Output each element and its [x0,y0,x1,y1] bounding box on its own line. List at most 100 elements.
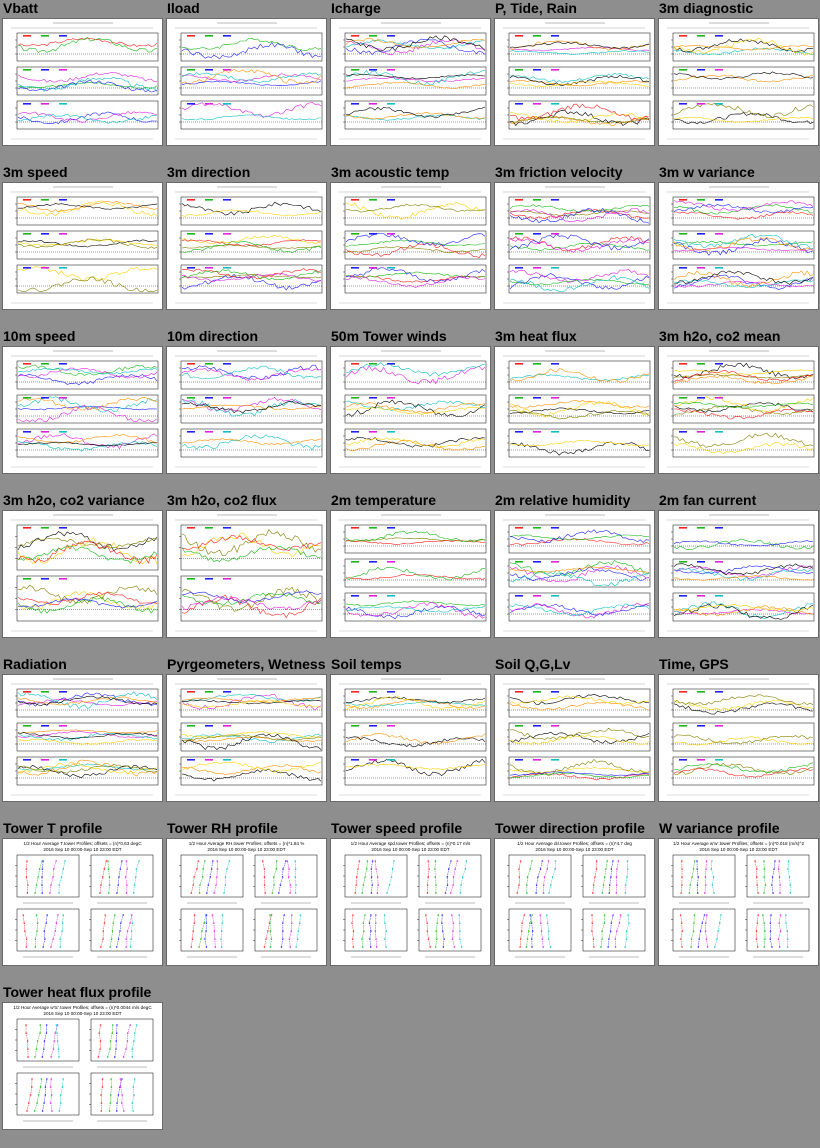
plot-thumbnail-link[interactable] [166,182,327,310]
plot-thumbnail-link[interactable]: 1/2 Hour Average spd.tower Profiles; off… [330,838,491,966]
plot-thumbnail-link[interactable] [2,182,163,310]
plot-thumbnail-link[interactable] [166,510,327,638]
plot-title: Radiation [3,656,67,672]
plot-cell: 10m speed [0,328,164,492]
line-plot-icon [11,22,159,140]
profile-subheader: 2016 Sep 10 00:00-Sep 10 23:00 EDT [535,847,613,852]
plot-cell: Time, GPS [656,656,820,820]
plot-cell: 3m direction [164,164,328,328]
plot-thumbnail-link[interactable]: 1/2 Hour Average T.tower Profiles; offse… [2,838,163,966]
plot-title: 3m direction [167,164,251,180]
plot-thumbnail-link[interactable] [2,674,163,802]
profile-plot-icon: 1/2 Hour Average RH.tower Profiles; offs… [179,841,318,958]
plot-thumbnail-link[interactable]: 1/2 Hour Average w'tc'.tower Profiles; o… [2,1002,163,1130]
plot-title: Tower direction profile [495,820,645,836]
line-plot-icon [667,678,815,796]
plot-cell: Tower RH profile 1/2 Hour Average RH.towe… [164,820,328,984]
line-plot-icon [503,22,651,140]
plot-title: 2m fan current [659,492,757,508]
line-plot-icon [175,186,323,304]
plot-title: 3m diagnostic [659,0,754,16]
plot-title: 3m heat flux [495,328,577,344]
line-plot-icon [503,514,651,632]
profile-subheader: 2016 Sep 10 00:00-Sep 10 23:00 EDT [699,847,777,852]
profile-subheader: 2016 Sep 10 00:00-Sep 10 23:00 EDT [207,847,285,852]
plot-thumbnail-link[interactable] [2,510,163,638]
plot-thumbnail-link[interactable] [494,182,655,310]
plot-cell: Radiation [0,656,164,820]
plot-thumbnail-link[interactable] [658,182,819,310]
profile-header: 1/2 Hour Average dir.tower Profiles; off… [517,841,632,846]
plot-thumbnail-link[interactable] [330,674,491,802]
profile-plot-icon: 1/2 Hour Average w'w'.tower Profiles; of… [671,841,810,958]
plot-thumbnail-link[interactable]: 1/2 Hour Average w'w'.tower Profiles; of… [658,838,819,966]
plot-thumbnail-link[interactable]: 1/2 Hour Average dir.tower Profiles; off… [494,838,655,966]
plot-cell: Soil temps [328,656,492,820]
line-plot-icon [339,678,487,796]
line-plot-icon [339,350,487,468]
plot-title: Tower speed profile [331,820,463,836]
plot-title: 3m speed [3,164,68,180]
plot-title: 50m Tower winds [331,328,447,344]
plot-thumbnail-link[interactable] [166,346,327,474]
plot-cell: 2m temperature [328,492,492,656]
plot-cell: Tower T profile 1/2 Hour Average T.tower … [0,820,164,984]
plot-thumbnail-link[interactable] [330,182,491,310]
plot-title: Icharge [331,0,381,16]
plot-thumbnail-link[interactable] [658,18,819,146]
profile-plot-icon: 1/2 Hour Average dir.tower Profiles; off… [507,841,646,958]
plot-cell: 3m acoustic temp [328,164,492,328]
plot-thumbnail-link[interactable] [658,674,819,802]
line-plot-icon [339,186,487,304]
plot-title: Soil Q,G,Lv [495,656,571,672]
line-plot-icon [667,350,815,468]
line-plot-icon [11,678,159,796]
plot-title: Tower T profile [3,820,103,836]
plot-title: Tower heat flux profile [3,984,152,1000]
plot-cell: 10m direction [164,328,328,492]
line-plot-icon [175,350,323,468]
plot-thumbnail-link[interactable] [330,346,491,474]
plot-thumbnail-link[interactable] [330,510,491,638]
profile-subheader: 2016 Sep 10 00:00-Sep 10 23:00 EDT [43,1011,121,1016]
profile-subheader: 2016 Sep 10 00:00-Sep 10 23:00 EDT [371,847,449,852]
plot-cell: 50m Tower winds [328,328,492,492]
plot-thumbnail-link[interactable] [494,346,655,474]
plot-thumbnail-link[interactable] [494,18,655,146]
plot-thumbnail-link[interactable] [494,674,655,802]
profile-header: 1/2 Hour Average w'tc'.tower Profiles; o… [13,1005,152,1010]
line-plot-icon [11,350,159,468]
plot-thumbnail-link[interactable] [166,18,327,146]
plot-thumbnail-link[interactable] [166,674,327,802]
plot-thumbnail-link[interactable]: 1/2 Hour Average RH.tower Profiles; offs… [166,838,327,966]
plot-thumbnail-link[interactable] [494,510,655,638]
line-plot-icon [11,514,159,632]
plot-thumbnail-link[interactable] [658,510,819,638]
plot-title: 2m temperature [331,492,437,508]
plot-title: 3m acoustic temp [331,164,450,180]
plot-thumbnail-link[interactable] [2,18,163,146]
plot-cell: 2m fan current [656,492,820,656]
plot-cell: Tower speed profile 1/2 Hour Average spd.… [328,820,492,984]
plot-cell: 3m h2o, co2 flux [164,492,328,656]
line-plot-icon [175,22,323,140]
plot-cell: Icharge [328,0,492,164]
plot-cell: Tower direction profile 1/2 Hour Average … [492,820,656,984]
plot-thumbnail-link[interactable] [658,346,819,474]
line-plot-icon [503,678,651,796]
plot-thumbnail-link[interactable] [330,18,491,146]
plot-cell: Vbatt [0,0,164,164]
line-plot-icon [339,514,487,632]
profile-header: 1/2 Hour Average w'w'.tower Profiles; of… [673,841,804,846]
plot-title: 3m friction velocity [495,164,623,180]
line-plot-icon [667,514,815,632]
profile-header: 1/2 Hour Average T.tower Profiles; offse… [23,841,142,846]
profile-header: 1/2 Hour Average spd.tower Profiles; off… [351,841,471,846]
plot-cell: Tower heat flux profile 1/2 Hour Average … [0,984,164,1148]
plot-cell: P, Tide, Rain [492,0,656,164]
plot-cell: W variance profile 1/2 Hour Average w'w'.… [656,820,820,984]
plot-title: Iload [167,0,200,16]
profile-plot-icon: 1/2 Hour Average T.tower Profiles; offse… [15,841,154,958]
plot-title: W variance profile [659,820,780,836]
plot-thumbnail-link[interactable] [2,346,163,474]
